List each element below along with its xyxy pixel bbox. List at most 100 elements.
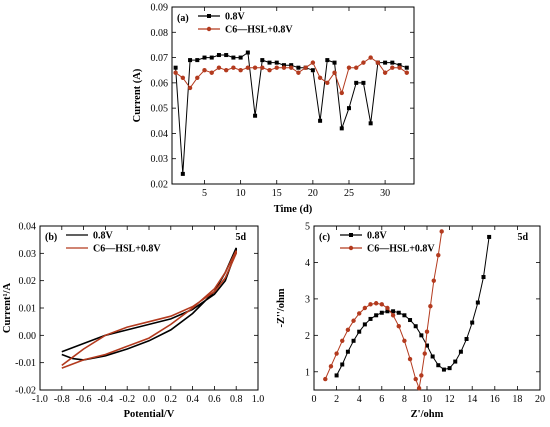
panel-label: (a) (177, 13, 189, 24)
data-point (252, 65, 258, 70)
data-point (209, 70, 214, 75)
y-tick-label: 1 (305, 367, 310, 378)
x-tick-label: 1.0 (252, 394, 265, 405)
data-point (397, 65, 402, 70)
data-point (382, 70, 388, 75)
data-point (407, 356, 413, 362)
data-point (354, 80, 359, 85)
data-point (195, 75, 200, 81)
data-point (436, 252, 441, 258)
y-tick-label: -0.02 (15, 386, 36, 397)
data-point (187, 85, 193, 91)
y-tick-label: 0.03 (19, 249, 37, 260)
data-point (428, 303, 433, 309)
data-point (362, 305, 368, 311)
data-point (351, 318, 356, 323)
data-point (374, 313, 379, 318)
y-tick-label: 2 (305, 331, 310, 342)
data-point (402, 313, 407, 318)
data-point (362, 322, 367, 327)
data-point (357, 311, 362, 316)
data-point (419, 373, 424, 378)
data-point (267, 68, 272, 73)
data-point (180, 75, 186, 81)
x-tick-label: 10 (236, 188, 246, 199)
series-2 (323, 229, 444, 391)
x-tick-label: 14 (467, 394, 477, 405)
data-point (346, 106, 351, 111)
x-tick-label: 0.2 (165, 394, 178, 405)
y-tick-label: 0.01 (19, 304, 37, 315)
data-point (475, 300, 480, 305)
data-point (339, 126, 344, 131)
data-point (231, 55, 236, 60)
data-point (173, 70, 178, 75)
panel-annotation: 5d (517, 232, 528, 243)
y-tick-label: 3 (305, 294, 310, 305)
legend-label: C6—HSL+0.8V (93, 244, 161, 255)
data-point (281, 63, 286, 68)
data-point (447, 366, 452, 371)
x-tick-label: 12 (445, 394, 455, 405)
y-tick-label: 4 (305, 258, 310, 269)
data-point (422, 351, 427, 356)
y-axis-label: Current (A) (132, 68, 143, 122)
data-point (195, 58, 200, 63)
data-point (368, 316, 373, 321)
data-point (391, 309, 396, 314)
series-line (175, 51, 407, 174)
y-tick-label: 0.03 (151, 154, 169, 165)
legend-entry: 0.8V (198, 12, 246, 23)
x-axis-label: Z'/ohm (411, 409, 444, 420)
data-point (396, 324, 401, 329)
data-point (318, 118, 323, 123)
data-point (373, 301, 379, 306)
series-1 (334, 234, 492, 378)
data-point (296, 65, 301, 70)
x-tick-label: 6 (379, 394, 384, 405)
data-point (464, 336, 469, 341)
data-point (361, 60, 366, 65)
data-point (289, 63, 294, 68)
data-point (245, 65, 251, 70)
data-point (453, 359, 458, 364)
data-point (351, 338, 356, 343)
y-tick-label: 0.09 (151, 3, 169, 14)
x-tick-label: 4 (357, 394, 362, 405)
data-point (325, 58, 330, 63)
data-point (357, 329, 362, 334)
data-point (385, 309, 390, 314)
y-tick-label: 0.02 (19, 276, 37, 287)
data-point (202, 55, 207, 60)
data-point (332, 70, 337, 75)
legend-marker (207, 14, 211, 18)
data-point (340, 362, 345, 367)
series-1 (173, 50, 409, 176)
y-tick-label: 0.06 (151, 78, 169, 89)
series-1 (61, 247, 237, 361)
data-point (334, 351, 339, 356)
data-point (383, 60, 388, 65)
data-point (481, 275, 486, 280)
y-tick-label: 0.04 (151, 129, 169, 140)
data-point (404, 65, 409, 70)
data-point (345, 327, 351, 333)
data-point (404, 70, 409, 75)
data-point (425, 343, 429, 348)
series-line (175, 56, 408, 95)
data-point (267, 60, 272, 65)
data-point (245, 50, 250, 55)
data-point (173, 65, 178, 70)
y-tick-label: 0.08 (151, 28, 169, 39)
data-point (317, 75, 323, 81)
data-point (361, 80, 366, 85)
data-point (323, 376, 328, 382)
data-point (340, 338, 345, 343)
series-2 (61, 250, 237, 369)
data-point (231, 65, 236, 70)
x-tick-label: 0.4 (186, 394, 199, 405)
panel-label: (c) (319, 232, 330, 243)
data-point (436, 363, 441, 368)
